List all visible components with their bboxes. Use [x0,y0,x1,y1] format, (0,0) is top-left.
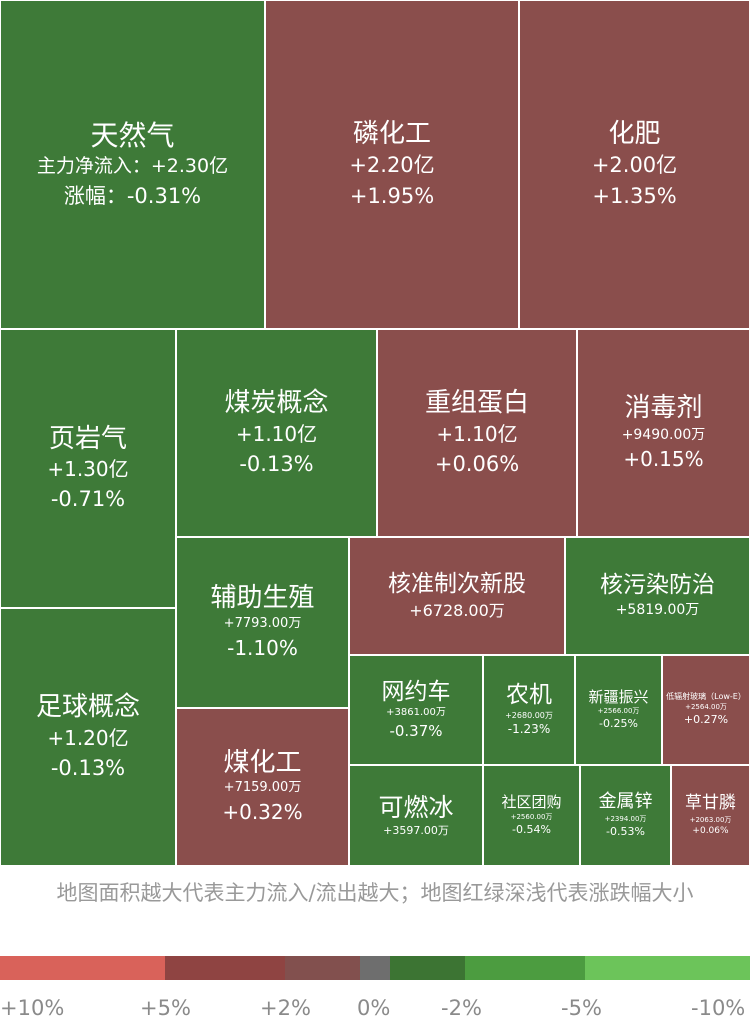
legend-swatch [585,956,750,980]
legend-label: +2% [260,996,311,1020]
tile-change-pct: -0.13% [50,755,126,780]
tile-net-inflow: +1.30亿 [47,457,129,482]
tile-name: 网约车 [381,678,451,705]
tile-net-inflow: +2566.00万 [597,707,640,716]
tile-name: 消毒剂 [624,393,703,424]
tile-change-pct: -0.13% [239,451,314,476]
tile-name: 新疆振兴 [588,687,649,706]
tile-name: 辅助生殖 [210,583,315,614]
tile-net-inflow: +2560.00万 [510,812,553,821]
tile-net-inflow: 主力净流入：+2.30亿 [36,155,229,177]
tile-change-pct: +0.27% [683,713,729,727]
treemap-tile-fuzhu[interactable]: 辅助生殖 +7793.00万 -1.10% [176,537,349,708]
tile-name: 核污染防治 [600,572,715,599]
tile-net-inflow: +1.10亿 [436,421,518,446]
tile-name: 化肥 [608,118,661,149]
tile-name: 草甘膦 [685,793,736,814]
tile-name: 社区团购 [501,793,562,812]
legend-label: 0% [357,996,391,1020]
tile-net-inflow: +3597.00万 [383,824,449,838]
tile-name: 低辐射玻璃（Low-E） [666,691,746,701]
legend-swatch [0,956,165,980]
tile-name: 磷化工 [352,118,431,149]
tile-change-pct: -1.23% [507,722,551,737]
legend-label: +5% [140,996,191,1020]
tile-net-inflow: +6728.00万 [409,600,505,620]
tile-net-inflow: +2680.00万 [505,710,553,720]
tile-name: 煤化工 [223,747,302,778]
treemap-tile-chongzu[interactable]: 重组蛋白 +1.10亿 +0.06% [377,329,577,537]
tile-net-inflow: +2063.00万 [689,815,732,824]
tile-name: 重组蛋白 [424,388,529,419]
tile-change-pct: -0.53% [606,824,645,838]
legend-label: +10% [0,996,65,1020]
tile-net-inflow: +5819.00万 [615,602,700,619]
treemap-tile-xiaodu[interactable]: 消毒剂 +9490.00万 +0.15% [577,329,750,537]
legend-swatch [285,956,360,980]
tile-change-pct: +1.35% [592,183,677,208]
treemap-tile-zuqiu[interactable]: 足球概念 +1.20亿 -0.13% [0,608,176,866]
tile-change-pct: +0.15% [623,446,704,471]
tile-net-inflow: +3861.00万 [386,707,446,719]
treemap-tile-xinjiang[interactable]: 新疆振兴 +2566.00万 -0.25% [575,655,662,765]
tile-name: 农机 [506,682,552,709]
tile-net-inflow: +2.00亿 [591,153,678,178]
treemap-tile-jinshuxin[interactable]: 金属锌 +2394.00万 -0.53% [580,765,671,866]
tile-change-pct: +0.06% [434,451,520,476]
treemap-tile-caoganlin[interactable]: 草甘膦 +2063.00万 +0.06% [671,765,750,866]
treemap-tile-shequ[interactable]: 社区团购 +2560.00万 -0.54% [483,765,580,866]
tile-change-pct: -1.10% [227,635,298,660]
tile-change-pct: 涨幅：-0.31% [63,183,202,208]
treemap-tile-huafei[interactable]: 化肥 +2.00亿 +1.35% [519,0,750,329]
legend-label: -2% [441,996,482,1020]
treemap-tile-tianranqi[interactable]: 天然气主力净流入：+2.30亿 涨幅：-0.31% [0,0,265,329]
tile-net-inflow: +2394.00万 [604,814,647,823]
tile-net-inflow: +1.20亿 [47,725,129,750]
tile-net-inflow: +9490.00万 [621,426,706,443]
legend-swatch [360,956,390,980]
tile-net-inflow: +7159.00万 [223,780,302,796]
treemap-tile-nongji[interactable]: 农机 +2680.00万 -1.23% [483,655,575,765]
legend-swatch [465,956,585,980]
tile-change-pct: -0.54% [512,822,551,836]
treemap-tile-yeyanqi[interactable]: 页岩气 +1.30亿 -0.71% [0,329,176,608]
legend-label: -5% [561,996,602,1020]
tile-name: 天然气 [90,119,175,152]
tile-net-inflow: +1.10亿 [235,421,318,446]
tile-name: 页岩气 [48,423,127,454]
treemap-tile-meihuagong[interactable]: 煤化工 +7159.00万 +0.32% [176,708,349,866]
treemap-caption: 地图面积越大代表主力流入/流出越大；地图红绿深浅代表涨跌幅大小 [56,881,694,905]
tile-name: 金属锌 [598,791,653,813]
treemap-tile-wangyueche[interactable]: 网约车 +3861.00万 -0.37% [349,655,483,765]
tile-change-pct: -0.37% [389,721,443,740]
treemap-tile-hezhun[interactable]: 核准制次新股 +6728.00万 [349,537,565,655]
tile-net-inflow: +2.20亿 [349,153,435,178]
legend-swatch [165,956,285,980]
treemap-tile-keranbing[interactable]: 可燃冰 +3597.00万 [349,765,483,866]
tile-change-pct: -0.71% [50,487,126,512]
sector-treemap: 天然气主力净流入：+2.30亿 涨幅：-0.31% 磷化工 +2.20亿 +1.95% 化… [0,0,750,866]
tile-change-pct: +1.95% [349,183,435,208]
legend-swatch [390,956,465,980]
legend-label: -10% [691,996,746,1020]
tile-change-pct: -0.25% [599,717,638,731]
tile-change-pct: +0.32% [222,800,303,825]
treemap-tile-linhuagong[interactable]: 磷化工 +2.20亿 +1.95% [265,0,519,329]
tile-name: 足球概念 [35,692,140,723]
tile-name: 可燃冰 [378,792,454,822]
treemap-tile-dibuse[interactable]: 低辐射玻璃（Low-E） +2564.00万 +0.27% [662,655,750,765]
tile-net-inflow: +2564.00万 [685,702,727,711]
treemap-tile-hewuran[interactable]: 核污染防治 +5819.00万 [565,537,750,655]
tile-net-inflow: +7793.00万 [223,615,302,631]
tile-name: 煤炭概念 [224,388,329,419]
treemap-tile-meitan[interactable]: 煤炭概念 +1.10亿 -0.13% [176,329,377,537]
tile-name: 核准制次新股 [388,571,526,598]
tile-change-pct: +0.06% [692,825,729,836]
